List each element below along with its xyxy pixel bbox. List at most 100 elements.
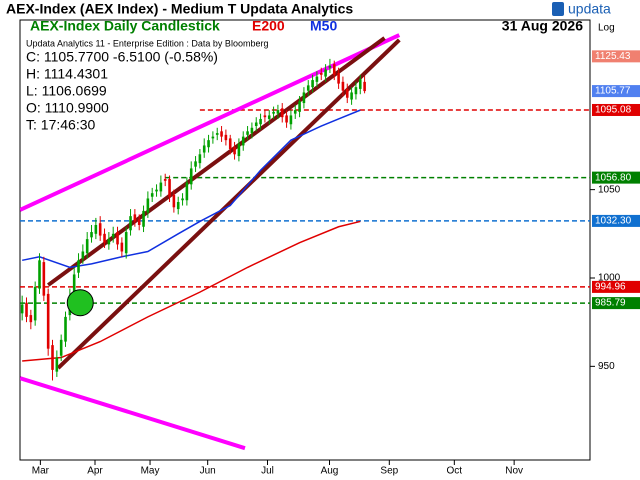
candle-body — [33, 286, 37, 321]
marker — [66, 289, 94, 317]
y-tick-label: 950 — [598, 361, 615, 372]
candle-body — [224, 134, 228, 141]
x-tick-label: Oct — [447, 466, 463, 477]
candle-body — [341, 81, 345, 91]
level-label: 1056.80 — [595, 172, 632, 183]
logo-icon — [552, 2, 564, 16]
level-label: 1032.30 — [595, 216, 632, 227]
candle-body — [350, 92, 353, 100]
candle-body — [306, 85, 310, 91]
candle-body — [250, 127, 254, 134]
candle-body — [311, 80, 314, 88]
candle-body — [98, 223, 102, 236]
candle-body — [72, 274, 76, 298]
candle-body — [42, 262, 46, 296]
logo: updata — [568, 1, 611, 17]
candle-body — [263, 115, 267, 118]
candle-body — [81, 251, 85, 259]
level-box — [592, 280, 640, 293]
subtitle: AEX-Index Daily Candlestick — [30, 18, 220, 34]
level-label: 985.79 — [595, 298, 626, 309]
info-line: L: 1106.0699 — [26, 83, 107, 99]
trendline — [20, 376, 246, 451]
candle-body — [85, 239, 89, 254]
candle-body — [124, 232, 128, 254]
candle-body — [233, 147, 236, 155]
candle-body — [198, 154, 202, 164]
ma-line — [22, 220, 361, 362]
candle-body — [207, 140, 210, 148]
candle-body — [103, 233, 106, 243]
level-label: 994.96 — [595, 282, 626, 293]
candle-body — [315, 76, 319, 82]
candle-body — [194, 161, 197, 167]
candle-body — [246, 131, 249, 135]
info-line: T: 17:46:30 — [26, 117, 95, 133]
x-tick-label: Jun — [200, 466, 216, 477]
candle-body — [55, 357, 59, 372]
level-box — [592, 103, 640, 116]
x-tick-label: Aug — [321, 466, 339, 477]
trendline — [56, 38, 401, 370]
candle-body — [46, 293, 50, 349]
candle-body — [220, 131, 223, 137]
plot-area — [20, 33, 590, 451]
candle-body — [168, 179, 171, 197]
candle-body — [324, 69, 327, 77]
level-box — [592, 171, 640, 184]
candle-body — [142, 210, 145, 227]
candle-body — [77, 260, 80, 273]
candle-body — [332, 64, 336, 75]
candle-body — [319, 73, 323, 75]
candle-body — [272, 111, 275, 114]
legend-m50: M50 — [310, 18, 337, 34]
candle-body — [146, 198, 150, 213]
candle-body — [155, 189, 158, 192]
level-box — [592, 85, 640, 98]
level-box — [592, 214, 640, 227]
x-tick-label: Jul — [261, 466, 274, 477]
candle-body — [137, 219, 141, 225]
title: AEX-Index (AEX Index) - Medium T Updata … — [6, 1, 353, 17]
candle-body — [107, 239, 111, 245]
candle-body — [241, 136, 245, 146]
candle-body — [111, 233, 115, 238]
scale-label: Log — [598, 23, 615, 34]
legend-e200: E200 — [252, 18, 285, 34]
info-source: Updata Analytics 11 - Enterprise Edition… — [26, 38, 268, 48]
candle-body — [116, 232, 119, 245]
candle-body — [298, 101, 301, 112]
candle-body — [25, 302, 28, 317]
candle-body — [189, 168, 193, 185]
candle-body — [302, 92, 306, 104]
x-tick-label: Mar — [32, 466, 50, 477]
x-tick-label: May — [141, 466, 160, 477]
y-tick-label: 1050 — [598, 184, 621, 195]
candle-body — [38, 260, 41, 289]
trendline — [20, 33, 401, 212]
candle-body — [267, 115, 271, 119]
info-box: Updata Analytics 11 - Enterprise Edition… — [26, 38, 268, 132]
candle-body — [215, 133, 219, 135]
y-tick-label: 1000 — [598, 273, 621, 284]
candle-body — [358, 79, 362, 89]
candle-body — [254, 122, 258, 127]
candle-body — [185, 182, 189, 201]
candle-body — [202, 145, 206, 153]
x-tick-label: Apr — [87, 466, 103, 477]
candle-body — [90, 232, 93, 238]
level-label: 1095.08 — [595, 105, 632, 116]
candle-body — [211, 136, 215, 139]
candle-body — [59, 339, 63, 356]
candle-body — [181, 198, 184, 201]
candle-body — [94, 224, 98, 234]
level-label: 1105.77 — [595, 86, 631, 97]
candle-body — [20, 304, 24, 314]
candle-body — [259, 118, 262, 125]
candle-body — [337, 73, 340, 84]
candle-body — [163, 179, 167, 181]
plot-frame — [19, 19, 591, 461]
candle-body — [285, 115, 288, 123]
level-box — [592, 297, 640, 310]
